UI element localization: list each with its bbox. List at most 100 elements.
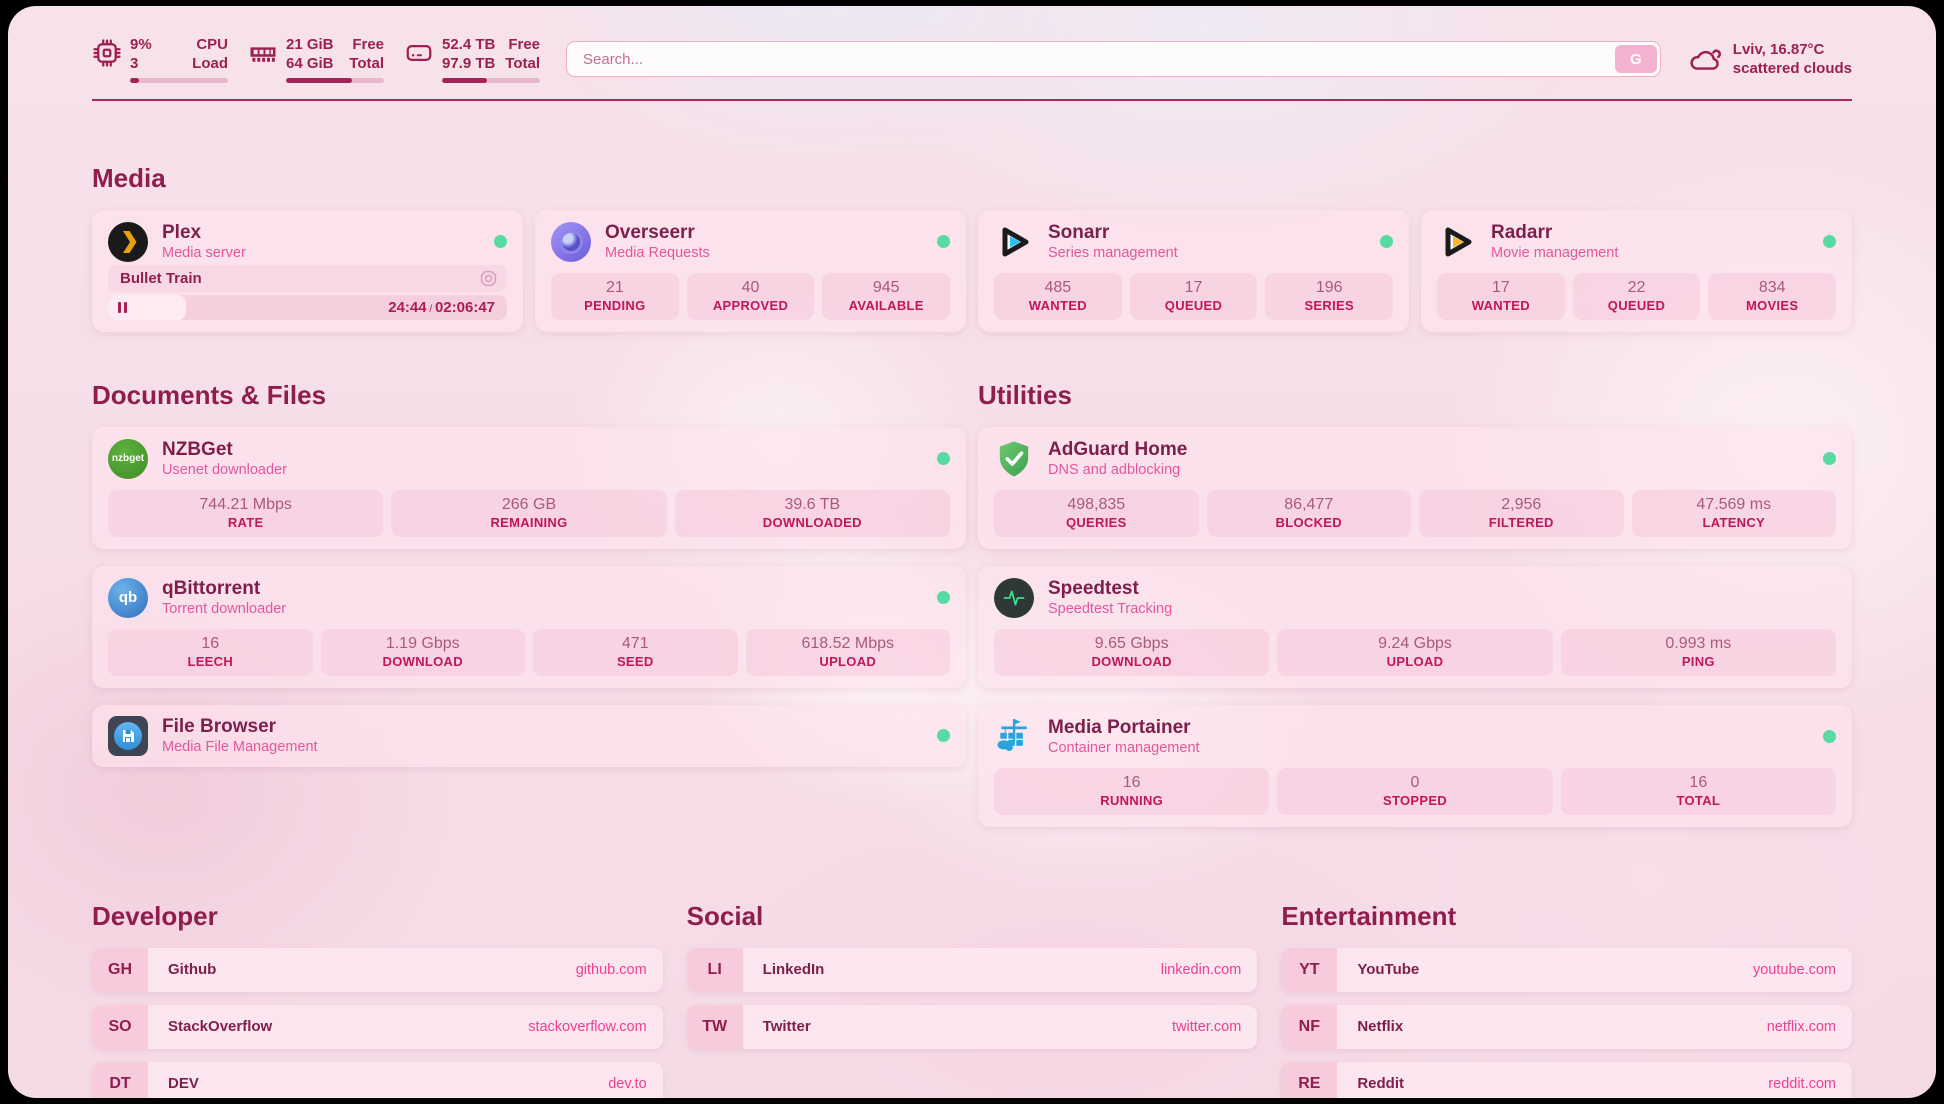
link-github[interactable]: GH Github github.com xyxy=(92,947,663,992)
app-card-filebrowser[interactable]: File Browser Media File Management xyxy=(92,704,966,767)
link-abbr: NF xyxy=(1281,1004,1338,1049)
stat-tile: 16 TOTAL xyxy=(1560,767,1836,815)
app-card-sonarr[interactable]: Sonarr Series management 485 WANTED 17 QUE… xyxy=(978,209,1409,332)
weather-condition: scattered clouds xyxy=(1732,60,1852,78)
stat-tile: 17 QUEUED xyxy=(1129,272,1258,320)
stat-tile: 17 WANTED xyxy=(1437,272,1565,320)
status-dot xyxy=(1823,235,1836,248)
link-url: github.com xyxy=(575,961,647,978)
search-input[interactable] xyxy=(566,41,1661,78)
app-card-adguard[interactable]: AdGuard Home DNS and adblocking 498,835 Q… xyxy=(978,426,1852,549)
stat-tile: 47.569 ms LATENCY xyxy=(1631,489,1836,537)
status-dot xyxy=(937,235,950,248)
playback-progress-bar: 24:44 / 02:06:47 xyxy=(108,294,507,320)
plex-icon xyxy=(108,221,148,262)
cpu-progress-bar xyxy=(130,77,228,83)
utilities-column: Utilities AdGuard Home xyxy=(978,380,1852,827)
stat-tile: 9.24 Gbps UPLOAD xyxy=(1277,628,1553,676)
link-dev[interactable]: DT DEV dev.to xyxy=(92,1061,663,1098)
stat-tile: 9.65 Gbps DOWNLOAD xyxy=(994,628,1270,676)
cpu-values: 9% 3 xyxy=(130,36,152,72)
app-subtitle: Movie management xyxy=(1491,245,1619,262)
portainer-icon xyxy=(994,717,1034,757)
stat-tile: 39.6 TB DOWNLOADED xyxy=(674,489,950,537)
link-name: DEV xyxy=(168,1075,199,1092)
filebrowser-icon xyxy=(108,715,148,756)
app-name: Plex xyxy=(162,221,202,243)
app-subtitle: Media server xyxy=(162,245,246,262)
app-card-speedtest[interactable]: Speedtest Speedtest Tracking 9.65 Gbps DO… xyxy=(978,565,1852,688)
app-subtitle: Media File Management xyxy=(162,739,318,756)
system-resources: 9% 3 CPU Load xyxy=(92,36,540,83)
stats-row: 16 LEECH 1.19 Gbps DOWNLOAD 471 SEED 618.52… xyxy=(108,628,950,676)
app-subtitle: Usenet downloader xyxy=(162,462,287,479)
link-url: dev.to xyxy=(608,1075,647,1092)
nzbget-icon: nzbget xyxy=(108,438,148,479)
section-title-media: Media xyxy=(92,162,166,193)
link-twitter[interactable]: TW Twitter twitter.com xyxy=(686,1004,1258,1049)
stats-row: 498,835 QUERIES 86,477 BLOCKED 2,956 FILTER… xyxy=(994,489,1836,537)
search-engine-button[interactable]: G xyxy=(1614,45,1657,74)
stat-tile: 86,477 BLOCKED xyxy=(1206,489,1411,537)
app-card-radarr[interactable]: Radarr Movie management 17 WANTED 22 QUEUE… xyxy=(1421,209,1852,332)
app-card-portainer[interactable]: Media Portainer Container management 16 R… xyxy=(978,704,1852,827)
app-card-nzbget[interactable]: nzbget NZBGet Usenet downloader 744.21 M… xyxy=(92,426,966,549)
link-linkedin[interactable]: LI LinkedIn linkedin.com xyxy=(686,947,1258,992)
cpu-labels: CPU Load xyxy=(192,36,228,72)
now-playing-row: Bullet Train xyxy=(108,264,507,292)
memory-progress-bar xyxy=(286,77,384,83)
section-title-entertainment: Entertainment xyxy=(1281,900,1457,931)
link-name: StackOverflow xyxy=(168,1018,273,1035)
stats-row: 21 PENDING 40 APPROVED 945 AVAILABLE xyxy=(551,272,951,320)
app-card-overseerr[interactable]: Overseerr Media Requests 21 PENDING 40 APP… xyxy=(535,209,966,332)
entertainment-section: Entertainment YT YouTube youtube.com NF … xyxy=(1281,900,1852,1098)
app-name: Overseerr xyxy=(605,221,695,243)
link-reddit[interactable]: RE Reddit reddit.com xyxy=(1281,1061,1852,1098)
link-stackoverflow[interactable]: SO StackOverflow stackoverflow.com xyxy=(92,1004,663,1049)
app-name: qBittorrent xyxy=(162,577,261,599)
stat-tile: 0.993 ms PING xyxy=(1560,628,1836,676)
link-netflix[interactable]: NF Netflix netflix.com xyxy=(1281,1004,1852,1049)
section-title-utilities: Utilities xyxy=(978,379,1072,410)
search-bar: G xyxy=(566,41,1661,78)
app-name: NZBGet xyxy=(162,438,233,460)
app-subtitle: Container management xyxy=(1048,740,1200,757)
link-name: LinkedIn xyxy=(762,961,825,978)
link-url: youtube.com xyxy=(1752,961,1836,978)
app-card-plex[interactable]: Plex Media server Bullet Train 24:44 / 0… xyxy=(92,209,523,332)
ram-icon xyxy=(250,47,276,62)
stat-tile: 16 RUNNING xyxy=(994,767,1270,815)
disk-progress-bar xyxy=(442,77,540,83)
speedtest-icon xyxy=(994,577,1034,618)
link-url: netflix.com xyxy=(1766,1018,1836,1035)
stat-tile: 471 SEED xyxy=(533,628,738,676)
app-card-qbittorrent[interactable]: qb qBittorrent Torrent downloader 16 LEEC… xyxy=(92,565,966,688)
status-dot xyxy=(937,452,950,465)
status-dot xyxy=(937,591,950,604)
stat-tile: 196 SERIES xyxy=(1265,272,1394,320)
disk-icon xyxy=(406,45,432,61)
media-grid: Plex Media server Bullet Train 24:44 / 0… xyxy=(92,209,1852,332)
status-dot xyxy=(494,235,507,248)
link-name: Reddit xyxy=(1357,1075,1404,1092)
link-youtube[interactable]: YT YouTube youtube.com xyxy=(1281,947,1852,992)
memory-values: 21 GiB 64 GiB xyxy=(286,36,334,72)
link-name: Twitter xyxy=(762,1018,811,1035)
developer-section: Developer GH Github github.com SO StackO… xyxy=(92,901,663,1098)
app-name: Media Portainer xyxy=(1048,716,1191,738)
stat-tile: 40 APPROVED xyxy=(686,272,815,320)
stat-tile: 16 LEECH xyxy=(108,628,313,676)
documents-column: Documents & Files nzbget NZBGet Usenet d… xyxy=(92,380,966,827)
cpu-widget: 9% 3 CPU Load xyxy=(92,36,228,83)
app-subtitle: Series management xyxy=(1048,245,1178,262)
disk-values: 52.4 TB 97.9 TB xyxy=(442,36,496,72)
stat-tile: 498,835 QUERIES xyxy=(994,489,1199,537)
stats-row: 17 WANTED 22 QUEUED 834 MOVIES xyxy=(1437,272,1837,320)
now-playing-title: Bullet Train xyxy=(120,269,202,287)
link-abbr: TW xyxy=(686,1004,743,1049)
stat-tile: 485 WANTED xyxy=(994,272,1122,320)
playback-time: 24:44 / 02:06:47 xyxy=(388,298,495,316)
app-name: AdGuard Home xyxy=(1048,438,1188,460)
link-abbr: GH xyxy=(92,947,148,992)
stat-tile: 1.19 Gbps DOWNLOAD xyxy=(320,628,525,676)
